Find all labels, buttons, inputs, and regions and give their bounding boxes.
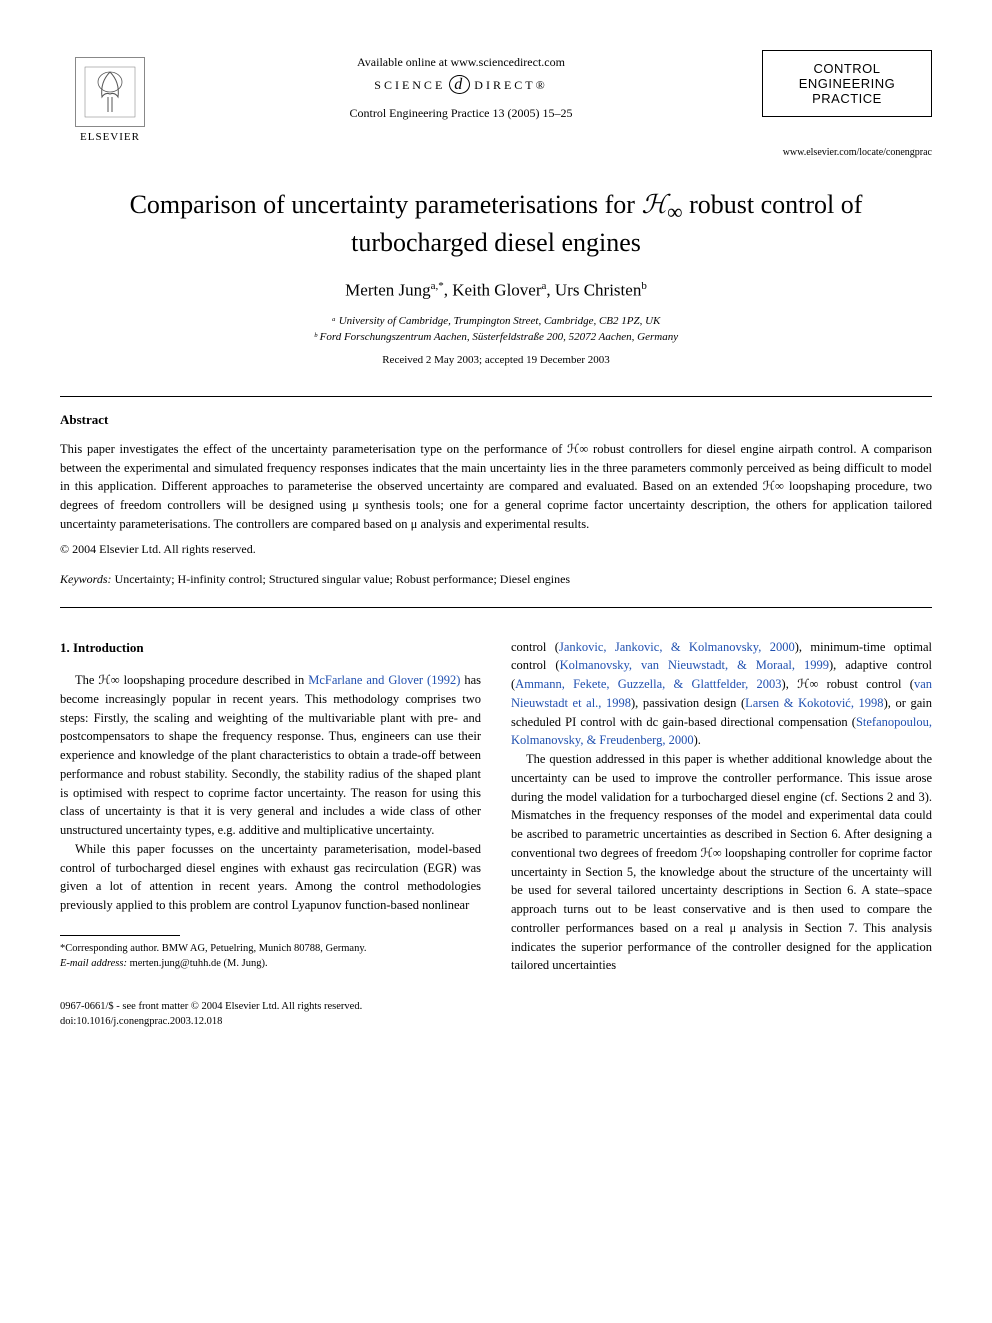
c2t7: ). <box>694 733 701 747</box>
elsevier-tree-icon <box>75 57 145 127</box>
author-2-sup: a <box>542 280 547 292</box>
elsevier-logo: ELSEVIER <box>60 50 160 150</box>
journal-title-box: CONTROL ENGINEERING PRACTICE <box>762 50 932 117</box>
header-row: ELSEVIER Available online at www.science… <box>60 50 932 158</box>
doi-line: doi:10.1016/j.conengprac.2003.12.018 <box>60 1015 932 1030</box>
journal-box-line1: CONTROL ENGINEERING <box>771 61 923 91</box>
p1-prefix: The ℋ∞ loopshaping procedure described i… <box>75 673 308 687</box>
journal-reference: Control Engineering Practice 13 (2005) 1… <box>160 106 762 121</box>
abstract-heading: Abstract <box>60 412 932 428</box>
c2t5: ), passivation design ( <box>631 696 745 710</box>
center-header: Available online at www.sciencedirect.co… <box>160 50 762 121</box>
affiliation-b: ᵇ Ford Forschungszentrum Aachen, Süsterf… <box>60 329 932 346</box>
ref-jankovic[interactable]: Jankovic, Jankovic, & Kolmanovsky, 2000 <box>559 640 795 654</box>
author-3-sup: b <box>641 280 647 292</box>
header-right: CONTROL ENGINEERING PRACTICE www.elsevie… <box>762 50 932 158</box>
title-prefix: Comparison of uncertainty parameterisati… <box>130 190 642 219</box>
p1-suffix: has become increasingly popular in recen… <box>60 673 481 837</box>
bottom-info: 0967-0661/$ - see front matter © 2004 El… <box>60 1000 932 1029</box>
keywords-line: Keywords: Uncertainty; H-infinity contro… <box>60 572 932 587</box>
divider-bottom <box>60 607 932 608</box>
affiliation-a: ᵃ University of Cambridge, Trumpington S… <box>60 313 932 330</box>
author-1: Merten Jung <box>345 281 430 300</box>
keywords-text: Uncertainty; H-infinity control; Structu… <box>112 572 571 586</box>
science-direct-logo: SCIENCE d DIRECT® <box>160 76 762 94</box>
col2-para-1: control (Jankovic, Jankovic, & Kolmanovs… <box>511 638 932 751</box>
ref-ammann[interactable]: Ammann, Fekete, Guzzella, & Glattfelder,… <box>515 677 781 691</box>
ref-larsen[interactable]: Larsen & Kokotović, 1998 <box>745 696 883 710</box>
email-footnote: E-mail address: merten.jung@tuhh.de (M. … <box>60 957 481 972</box>
ref-kolmanovsky[interactable]: Kolmanovsky, van Nieuwstadt, & Moraal, 1… <box>560 658 829 672</box>
author-2: Keith Glover <box>452 281 541 300</box>
journal-box-line2: PRACTICE <box>771 91 923 106</box>
divider-top <box>60 396 932 397</box>
c2t1: control ( <box>511 640 559 654</box>
elsevier-label: ELSEVIER <box>80 131 140 143</box>
authors-line: Merten Junga,*, Keith Glovera, Urs Chris… <box>60 280 932 301</box>
affiliations: ᵃ University of Cambridge, Trumpington S… <box>60 313 932 346</box>
section-1-heading: 1. Introduction <box>60 638 481 658</box>
abstract-copyright: © 2004 Elsevier Ltd. All rights reserved… <box>60 542 932 557</box>
hinf-symbol: ℋ <box>641 190 667 219</box>
sd-left: SCIENCE <box>374 78 445 92</box>
author-1-sup: a,* <box>431 280 444 292</box>
ref-mcfarlane[interactable]: McFarlane and Glover (1992) <box>308 673 460 687</box>
email-label: E-mail address: <box>60 958 127 969</box>
corresponding-author-footnote: *Corresponding author. BMW AG, Petuelrin… <box>60 942 481 957</box>
keywords-label: Keywords: <box>60 572 112 586</box>
c2t4: ), ℋ∞ robust control ( <box>782 677 914 691</box>
front-matter-line: 0967-0661/$ - see front matter © 2004 El… <box>60 1000 932 1015</box>
col2-para-2: The question addressed in this paper is … <box>511 750 932 975</box>
left-column: 1. Introduction The ℋ∞ loopshaping proce… <box>60 638 481 976</box>
two-column-body: 1. Introduction The ℋ∞ loopshaping proce… <box>60 638 932 976</box>
inf-subscript: ∞ <box>667 200 682 224</box>
intro-para-1: The ℋ∞ loopshaping procedure described i… <box>60 671 481 840</box>
sd-right: DIRECT® <box>474 78 547 92</box>
author-3: Urs Christen <box>555 281 641 300</box>
dates-line: Received 2 May 2003; accepted 19 Decembe… <box>60 354 932 366</box>
sd-at-icon: d <box>449 75 470 94</box>
email-value: merten.jung@tuhh.de (M. Jung). <box>127 958 268 969</box>
abstract-text: This paper investigates the effect of th… <box>60 440 932 534</box>
journal-url: www.elsevier.com/locate/conengprac <box>783 147 932 158</box>
available-online-text: Available online at www.sciencedirect.co… <box>160 55 762 70</box>
paper-title: Comparison of uncertainty parameterisati… <box>60 188 932 260</box>
right-column: control (Jankovic, Jankovic, & Kolmanovs… <box>511 638 932 976</box>
footnote-separator <box>60 935 180 936</box>
intro-para-2: While this paper focusses on the uncerta… <box>60 840 481 915</box>
